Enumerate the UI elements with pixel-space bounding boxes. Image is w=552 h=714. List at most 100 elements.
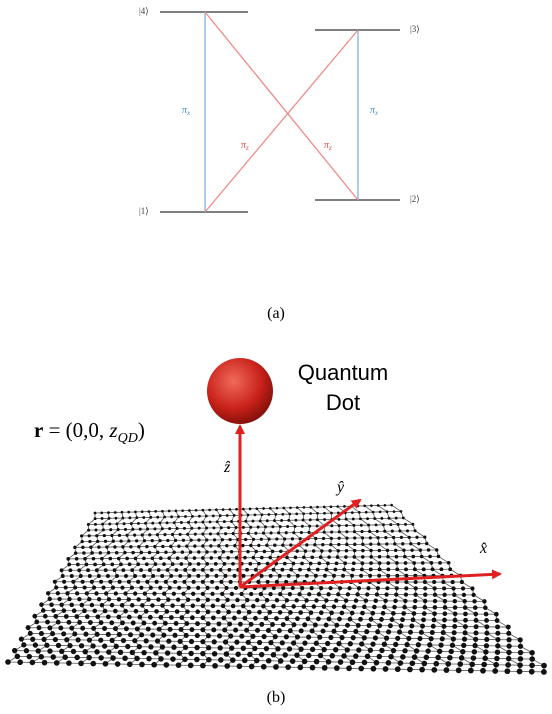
atom — [131, 621, 136, 626]
atom — [268, 556, 272, 560]
atom — [382, 605, 387, 610]
atom — [73, 585, 77, 589]
atom — [422, 611, 427, 616]
atom — [237, 610, 242, 615]
atom — [529, 669, 535, 675]
atom — [300, 586, 304, 590]
atom — [404, 586, 408, 590]
atom — [303, 506, 306, 509]
atom — [183, 645, 188, 650]
atom — [235, 598, 239, 602]
atom — [173, 580, 177, 584]
atom — [219, 580, 223, 584]
atom — [343, 561, 347, 565]
atom — [165, 609, 170, 614]
atom — [97, 574, 101, 578]
atom — [146, 597, 150, 601]
atom — [309, 506, 312, 509]
atom — [230, 592, 234, 596]
atom — [93, 563, 97, 567]
atom — [246, 550, 250, 554]
atom — [423, 580, 427, 584]
atom — [89, 546, 92, 549]
atom — [197, 562, 201, 566]
atom — [36, 648, 41, 653]
atom — [81, 580, 85, 584]
atom — [431, 624, 436, 629]
atom — [174, 568, 178, 572]
atom — [107, 511, 110, 514]
atom — [395, 636, 400, 641]
atom — [227, 622, 232, 627]
atom — [290, 658, 296, 664]
level-label: |3⟩ — [410, 24, 420, 34]
atom — [358, 617, 363, 622]
atom — [302, 622, 307, 627]
atom — [187, 574, 191, 578]
atom — [285, 598, 289, 602]
atom — [302, 512, 305, 515]
atom — [297, 665, 303, 671]
atom — [205, 526, 208, 529]
atom — [376, 586, 380, 590]
atom — [279, 525, 282, 528]
atom — [358, 666, 364, 672]
atom — [101, 523, 104, 526]
atom — [239, 592, 243, 596]
atom — [108, 557, 112, 561]
atom — [298, 610, 303, 615]
atom — [328, 635, 333, 640]
atom — [66, 557, 70, 561]
atom — [432, 611, 437, 616]
atom — [374, 660, 380, 666]
atom — [161, 510, 164, 513]
atom — [44, 643, 49, 648]
atom — [219, 568, 223, 572]
atom — [386, 561, 390, 565]
atom — [90, 580, 94, 584]
atom — [377, 504, 380, 507]
atom — [227, 568, 231, 572]
atom — [275, 537, 278, 540]
atom — [395, 586, 399, 590]
atom — [312, 549, 315, 552]
atom — [158, 615, 163, 620]
atom — [79, 643, 84, 648]
atom — [380, 517, 383, 520]
atom — [221, 538, 224, 541]
atom — [193, 544, 196, 547]
atom — [321, 647, 326, 652]
atom — [229, 580, 233, 584]
atom — [369, 568, 373, 572]
atom — [473, 630, 478, 635]
atom — [333, 647, 338, 652]
atom — [419, 548, 422, 551]
atom — [141, 650, 146, 655]
atom — [356, 623, 361, 628]
atom — [195, 609, 200, 614]
atom — [473, 612, 478, 617]
atom — [181, 550, 185, 554]
atom — [384, 592, 388, 596]
atom — [266, 658, 272, 664]
atom — [288, 592, 292, 596]
atom — [168, 527, 171, 530]
atom — [494, 612, 499, 617]
atom — [139, 586, 143, 590]
atom — [333, 568, 337, 572]
atom — [255, 628, 260, 633]
atom — [386, 555, 390, 559]
atom — [209, 544, 212, 547]
atom — [518, 656, 524, 662]
atom — [365, 654, 371, 660]
atom — [158, 656, 164, 662]
atom — [285, 531, 288, 534]
atom — [61, 631, 66, 636]
atom — [145, 545, 148, 548]
atom — [379, 648, 384, 653]
atom — [342, 604, 347, 609]
atom — [146, 656, 152, 662]
atom — [123, 609, 128, 614]
atom — [268, 592, 272, 596]
atom — [254, 658, 260, 664]
